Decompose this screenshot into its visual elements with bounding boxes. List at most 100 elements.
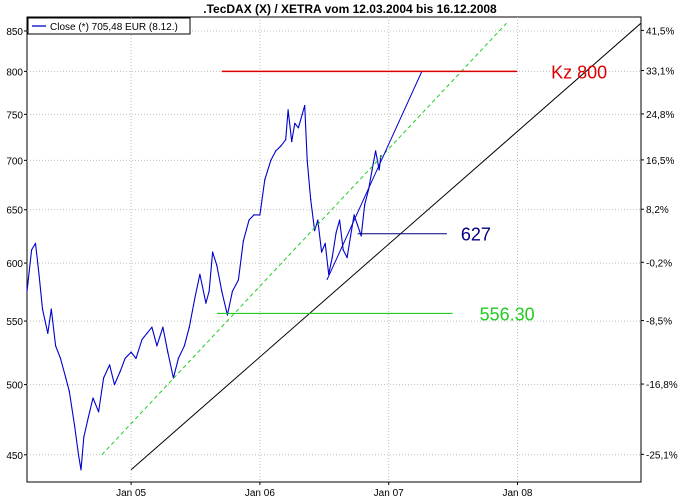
series-point: [26, 290, 28, 292]
series-point: [151, 326, 153, 328]
right-tick-label: 41,5%: [646, 26, 674, 37]
series-point: [375, 150, 377, 152]
right-tick-label: -16,8%: [646, 380, 678, 391]
series-point: [205, 302, 207, 304]
x-tick-label: Jan 07: [374, 488, 404, 499]
series-point: [31, 249, 33, 251]
series-point: [87, 418, 89, 420]
series-point: [264, 179, 266, 181]
left-tick-label: 500: [6, 381, 23, 392]
trendlines: [101, 22, 642, 471]
series-point: [360, 235, 362, 237]
level-lines: Kz 800 627 556.30: [216, 62, 607, 324]
left-tick-label: 450: [6, 451, 23, 462]
right-tick-label: -25,1%: [646, 450, 678, 461]
series-point: [199, 273, 201, 275]
left-tick-label: 550: [6, 317, 23, 328]
level-label-level-556: 556.30: [480, 304, 535, 324]
series-point: [212, 251, 214, 253]
series-point: [38, 273, 40, 275]
series-point: [50, 308, 52, 310]
series-layer: [26, 104, 382, 471]
series-point: [231, 290, 233, 292]
series-point: [380, 155, 382, 157]
series-point: [103, 377, 105, 379]
series-point: [141, 338, 143, 341]
series-point: [216, 264, 218, 266]
x-tick-label: Jan 05: [116, 488, 146, 499]
series-point: [291, 141, 293, 143]
series-point: [297, 127, 299, 129]
series-point: [156, 345, 158, 347]
series-point: [259, 214, 261, 216]
series-point: [285, 139, 287, 141]
series-point: [135, 357, 137, 359]
series-point: [270, 159, 272, 161]
left-tick-label: 850: [6, 27, 23, 38]
series-point: [41, 308, 44, 310]
right-tick-label: 16,5%: [646, 156, 674, 167]
left-tick-label: 600: [6, 259, 23, 270]
left-tick-label: 650: [6, 206, 23, 217]
chart-title: .TecDAX (X) / XETRA vom 12.03.2004 bis 1…: [203, 2, 497, 16]
level-label-level-627: 627: [461, 225, 491, 245]
level-label-kz-800: Kz 800: [551, 62, 607, 82]
series-point: [124, 357, 126, 359]
series-point: [83, 436, 85, 438]
right-tick-label: 8,2%: [646, 205, 669, 216]
series-point: [371, 169, 373, 171]
series-point: [109, 364, 111, 366]
series-point: [177, 357, 179, 359]
series-point: [253, 214, 255, 216]
series-point: [310, 199, 312, 201]
series-point: [68, 390, 70, 392]
series-point: [65, 377, 67, 379]
series-point: [146, 332, 148, 334]
series-point: [304, 104, 306, 107]
series-point: [183, 345, 185, 347]
series-line-close: [26, 104, 382, 471]
x-tick-label: Jan 06: [245, 488, 275, 499]
series-point: [378, 169, 380, 171]
series-point: [275, 150, 277, 152]
right-tick-label: 24,8%: [646, 110, 674, 121]
series-point: [237, 279, 239, 281]
right-tick-label: -8,5%: [646, 317, 672, 328]
series-point: [301, 113, 303, 115]
legend-label: Close (*) 705,48 EUR (8.12.): [50, 22, 178, 33]
series-point: [59, 357, 62, 359]
series-point: [339, 219, 341, 221]
series-point: [188, 326, 190, 328]
right-tick-label: 33,1%: [646, 67, 674, 78]
series-point: [242, 240, 244, 242]
series-point: [287, 109, 289, 111]
series-point: [324, 242, 326, 244]
series-point: [55, 345, 57, 347]
legend-box: [27, 17, 191, 35]
left-tick-label: 800: [6, 67, 23, 78]
trendline-short-term-trend: [326, 71, 423, 281]
series-point: [130, 351, 132, 353]
series-point: [74, 425, 76, 427]
trendline-dashed-trend: [101, 22, 507, 456]
right-axis: 41,5% 33,1% 24,8% 16,5% 8,2% -0,2% -8,5% -16,8%…: [641, 26, 678, 461]
series-point: [280, 145, 282, 147]
series-point: [208, 290, 210, 292]
series-point: [98, 411, 100, 413]
x-tick-label: Jan 08: [502, 488, 532, 499]
series-point: [294, 122, 296, 124]
x-axis: Jan 05 Jan 06 Jan 07 Jan 08: [116, 482, 533, 499]
series-point: [34, 242, 37, 244]
series-point: [314, 230, 316, 232]
series-point: [92, 397, 94, 399]
series-point: [335, 232, 337, 234]
series-point: [353, 214, 355, 216]
left-tick-label: 700: [6, 156, 23, 167]
series-point: [346, 257, 348, 259]
series-point: [350, 235, 352, 237]
series-point: [47, 332, 49, 334]
series-point: [221, 290, 223, 292]
series-point: [167, 351, 169, 353]
legend: Close (*) 705,48 EUR (8.12.): [27, 17, 191, 35]
